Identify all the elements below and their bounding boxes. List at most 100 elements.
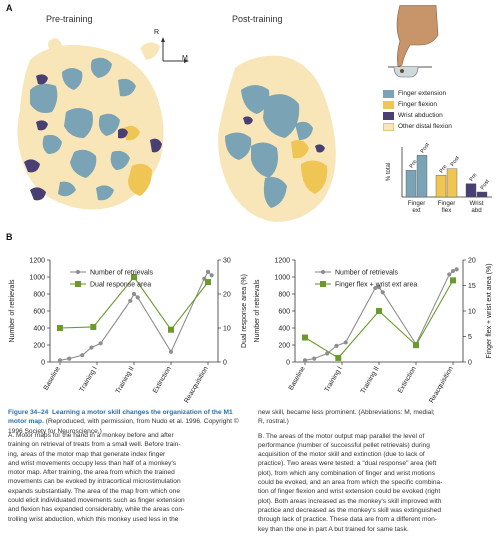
right-tick-label: 20 bbox=[223, 292, 231, 299]
right-axis-label: Dual response area (%) bbox=[241, 274, 248, 348]
bar bbox=[435, 175, 447, 198]
x-tick-label: Baseline bbox=[43, 365, 62, 391]
retrieval-point bbox=[334, 343, 339, 348]
retrieval-point bbox=[98, 341, 103, 346]
caption-line: trolling wrist abduction, which this mon… bbox=[8, 515, 179, 523]
caption-line: key than the one in part A but trained f… bbox=[258, 525, 409, 533]
area-point bbox=[450, 277, 456, 284]
caption-line: R, rostral.) bbox=[258, 418, 289, 426]
left-tick-label: 200 bbox=[33, 343, 45, 350]
retrieval-point bbox=[57, 358, 63, 363]
retrieval-point bbox=[89, 345, 94, 350]
bar-label: Post bbox=[480, 178, 491, 191]
left-tick-label: 400 bbox=[278, 326, 290, 333]
caption-line: new skill, became less prominent. (Abbre… bbox=[258, 409, 435, 416]
caption-line: ing, areas of the motor map that generat… bbox=[8, 450, 166, 458]
area-point bbox=[413, 342, 419, 349]
bar bbox=[465, 183, 477, 198]
legend-item: Wrist abduction bbox=[383, 110, 498, 121]
caption-line: performance (number of successful pellet… bbox=[258, 441, 430, 449]
retrieval-point bbox=[450, 268, 456, 274]
retrieval-point bbox=[312, 356, 317, 361]
caption-line: movements can be evoked by intracortical… bbox=[8, 478, 181, 486]
right-tick-label: 0 bbox=[468, 360, 472, 367]
caption-line: and flexion has expanded considerably, w… bbox=[8, 506, 185, 514]
legend-label: Number of retrievals bbox=[90, 270, 154, 277]
panel-b-letter: B bbox=[6, 232, 13, 242]
legend-label: Dual response area bbox=[90, 282, 151, 289]
area-point bbox=[168, 326, 174, 333]
pre-training-title: Pre-training bbox=[46, 14, 93, 24]
retrieval-point bbox=[447, 272, 452, 277]
caption-line: expands substantially. The area of the m… bbox=[8, 487, 181, 495]
bar-label: Pre bbox=[439, 164, 449, 174]
area-point bbox=[90, 323, 97, 330]
legend-swatch-wrist-abduction bbox=[383, 111, 394, 120]
retrieval-point bbox=[454, 267, 459, 272]
left-tick-label: 1200 bbox=[274, 258, 290, 265]
legend-swatch-finger-flexion bbox=[383, 100, 394, 109]
bar bbox=[405, 170, 417, 198]
left-tick-label: 1200 bbox=[29, 258, 45, 265]
legend-marker bbox=[320, 281, 326, 287]
dual-response-line-chart: 0 200 400 600 800 1000 1200 0 10 20 30 Number of re… bbox=[9, 258, 248, 405]
retrieval-point bbox=[380, 290, 385, 295]
legend-label: Finger flex + wrist ext area bbox=[335, 282, 417, 289]
bar-label: Pre bbox=[409, 159, 419, 169]
x-tick-label: Training I bbox=[79, 365, 99, 393]
caption-right-column: new skill, became less prominent. (Abbre… bbox=[258, 408, 494, 534]
caption-line: acquisition of the motor skill and extin… bbox=[258, 451, 425, 459]
panel-a-letter: A bbox=[6, 3, 13, 13]
right-tick-label: 5 bbox=[468, 334, 472, 341]
bar-label: Post bbox=[450, 155, 461, 168]
legend-label: Finger flexion bbox=[398, 101, 438, 108]
bar-chart-category-label: Wrist bbox=[470, 200, 484, 207]
caption-line: through lack of practice. These data are… bbox=[258, 516, 437, 524]
x-tick-label: Extinction bbox=[397, 365, 418, 394]
bar-chart-category-label: ext bbox=[412, 207, 421, 214]
x-tick-label: Training II bbox=[115, 365, 136, 395]
caption-line: and wrist movements occupy less than hal… bbox=[8, 459, 177, 467]
caption-line: practice). Two areas were tested: a "dua… bbox=[258, 460, 437, 468]
bar-label: Post bbox=[420, 142, 431, 155]
retrieval-point bbox=[376, 285, 382, 290]
retrieval-point bbox=[205, 269, 211, 274]
area-point bbox=[335, 354, 342, 361]
right-tick-label: 20 bbox=[468, 258, 476, 265]
right-tick-label: 10 bbox=[223, 326, 231, 333]
retrieval-point bbox=[168, 349, 174, 354]
left-axis-label: Number of retrievals bbox=[9, 279, 16, 343]
compass-rostral-label: R bbox=[154, 29, 160, 36]
x-tick-label: Training I bbox=[324, 365, 344, 393]
caption-line: plot). Both areas increased as the monke… bbox=[258, 497, 442, 505]
caption-line: training on retrieval of treats from a s… bbox=[8, 441, 181, 449]
figure-note: (Reproduced, with permission, from Nudo … bbox=[8, 418, 239, 435]
retrieval-point bbox=[302, 358, 308, 363]
legend-label: Number of retrievals bbox=[335, 270, 399, 277]
caption-line: A. Motor maps for the hand in a monkey b… bbox=[8, 432, 174, 439]
left-tick-label: 1000 bbox=[29, 275, 45, 282]
left-tick-label: 800 bbox=[278, 292, 290, 299]
left-tick-label: 400 bbox=[33, 326, 45, 333]
figure-title: Learning a motor skill changes the organ… bbox=[8, 409, 233, 426]
post-training-motor-map bbox=[218, 55, 336, 222]
legend-item: Finger flexion bbox=[383, 99, 498, 110]
figure-label: Figure 34–24 bbox=[8, 409, 49, 416]
left-tick-label: 0 bbox=[41, 360, 45, 367]
left-tick-label: 200 bbox=[278, 343, 290, 350]
bar bbox=[416, 155, 428, 198]
bar-chart-category-label: Finger bbox=[438, 200, 456, 207]
left-tick-label: 0 bbox=[286, 360, 290, 367]
retrieval-point bbox=[128, 298, 133, 303]
compass-arrows-icon bbox=[161, 37, 189, 63]
left-tick-label: 800 bbox=[33, 292, 45, 299]
x-tick-label: Training II bbox=[360, 365, 381, 395]
retrieval-point bbox=[131, 291, 137, 297]
post-training-title: Post-training bbox=[232, 14, 283, 24]
legend-marker bbox=[75, 281, 81, 287]
compass-medial-label: M bbox=[182, 55, 188, 62]
legend-label: Wrist abduction bbox=[398, 112, 443, 119]
x-tick-label: Extinction bbox=[152, 365, 173, 394]
caption-line: motor map. After training, the area from… bbox=[8, 469, 175, 477]
finger-flex-wrist-ext-line-chart: 0 200 400 600 800 1000 1200 0 5 10 15 20 Number of r… bbox=[254, 258, 493, 405]
